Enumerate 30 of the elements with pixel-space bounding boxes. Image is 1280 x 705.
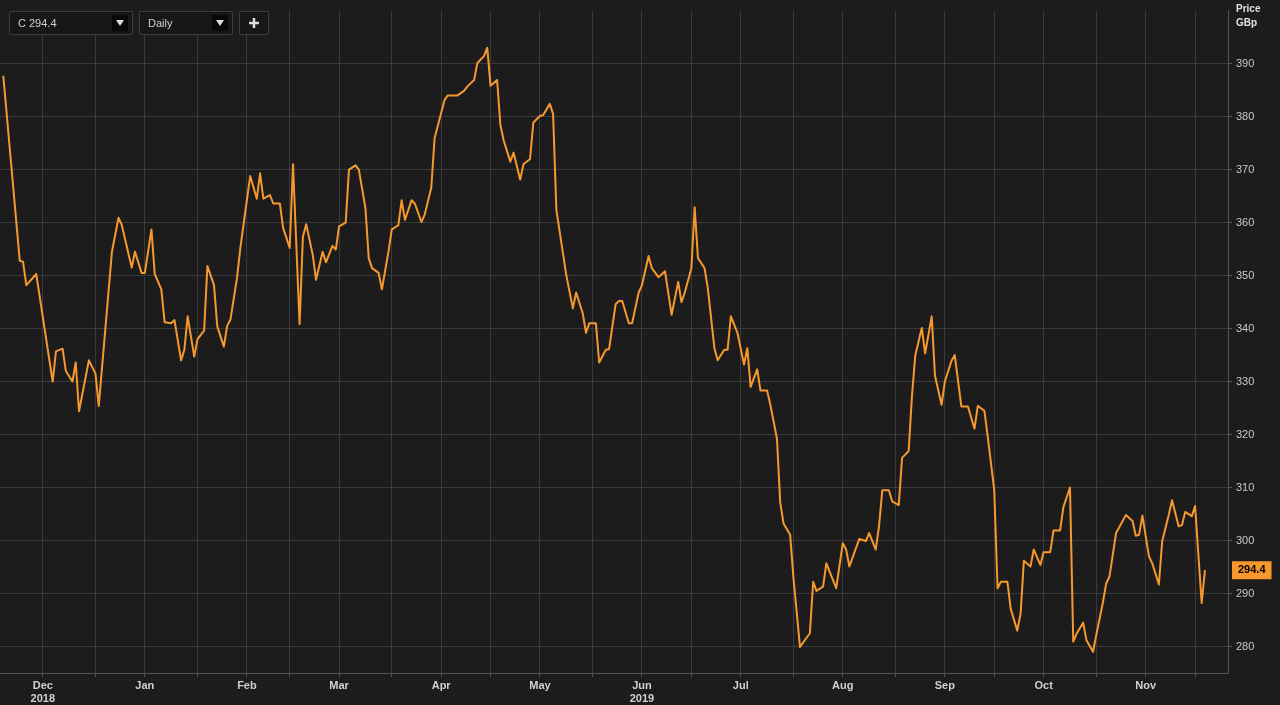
y-tick-label: 370 [1236,162,1255,175]
annotation: C 294.4 [18,17,57,29]
x-tick-label: Jan [135,678,155,691]
x-tick-label: Sep [934,678,956,691]
y-tick-label: 340 [1236,321,1255,334]
text: 294.4 [1238,563,1267,576]
y-tick-label: 290 [1236,586,1255,599]
x-tick-label: Jun 2019 [629,678,655,704]
x-tick-label: Jul [732,678,749,691]
dropdown-field: C 294.4 [9,11,133,35]
x-tick-label: Apr [431,678,452,691]
x-tick-label: Nov [1135,678,1157,691]
annotation: Daily [148,17,173,29]
y-tick-label: 280 [1236,639,1255,652]
y-tick-label: 380 [1236,109,1255,122]
y-tick-label: 360 [1236,215,1255,228]
y-axis-title: Price GBp [1236,2,1261,28]
y-tick-label: 390 [1236,56,1255,69]
x-tick-label: Feb [237,678,257,691]
y-tick-label: 350 [1236,268,1255,281]
dropdown-field: Daily [139,11,233,35]
y-tick-label: 320 [1236,427,1255,440]
x-tick-label: Dec 2018 [30,678,56,704]
x-tick-label: Aug [832,678,854,691]
x-tick-label: May [529,678,552,691]
y-tick-label: 330 [1236,374,1255,387]
x-tick-label: Oct [1034,678,1054,691]
y-tick-label: 300 [1236,533,1255,546]
y-tick-label: 310 [1236,480,1255,493]
x-tick-label: Mar [329,678,350,691]
